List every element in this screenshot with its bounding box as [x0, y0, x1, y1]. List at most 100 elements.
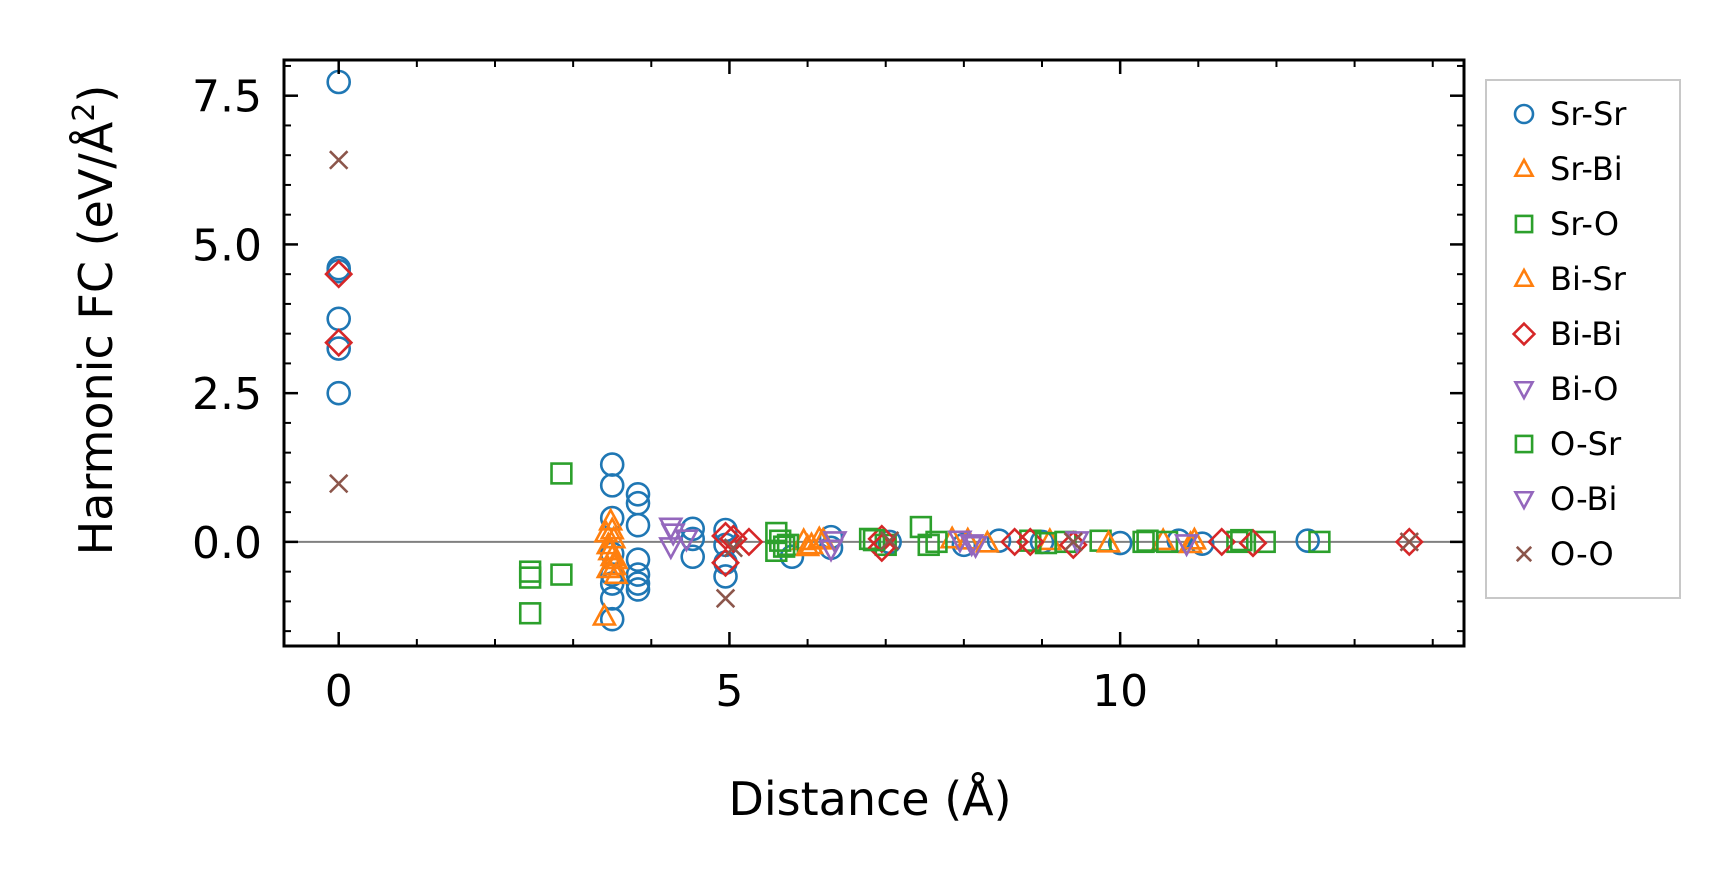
data-point-sr-sr	[326, 306, 352, 332]
data-point-o-o	[1063, 532, 1083, 552]
y-tick-label: 7.5	[192, 72, 262, 123]
data-point-bi-o	[673, 529, 700, 553]
legend-marker-sr-bi	[1513, 157, 1535, 178]
series-bi-bi	[324, 259, 1424, 578]
legend-label-bi-sr: Bi-Sr	[1550, 260, 1627, 298]
data-point-o-o	[715, 588, 736, 609]
data-point-bi-bi	[1394, 527, 1424, 557]
legend-marker-o-o	[1515, 545, 1533, 563]
data-point-sr-o	[1253, 530, 1276, 554]
x-axis-label: Distance (Å)	[728, 772, 1011, 826]
data-point-sr-o	[925, 530, 948, 554]
legend-marker-bi-bi	[1511, 321, 1537, 347]
data-point-sr-sr	[1107, 530, 1133, 556]
data-point-sr-sr	[625, 562, 651, 587]
x-tick-label: 0	[325, 666, 353, 717]
data-point-sr-bi	[591, 602, 618, 626]
data-point-bi-bi	[867, 524, 897, 554]
data-point-sr-sr	[713, 564, 738, 589]
data-point-sr-o	[518, 602, 542, 625]
legend-label-o-bi: O-Bi	[1550, 480, 1617, 518]
series-sr-bi	[591, 507, 1204, 626]
data-point-o-o	[328, 150, 349, 170]
data-point-sr-o	[550, 462, 573, 485]
data-point-sr-o	[769, 529, 792, 552]
data-point-sr-sr	[599, 473, 625, 498]
data-point-bi-bi	[324, 328, 354, 358]
data-point-sr-sr	[326, 380, 352, 406]
data-point-sr-o	[550, 563, 573, 586]
data-point-bi-o	[959, 534, 985, 558]
data-point-o-sr	[1136, 529, 1159, 552]
y-axis-label-close: )	[69, 85, 123, 103]
y-tick-label: 5.0	[192, 220, 262, 271]
legend-label-sr-bi: Sr-Bi	[1550, 150, 1623, 188]
legend-label-sr-sr: Sr-Sr	[1550, 95, 1627, 133]
data-point-sr-sr	[625, 577, 651, 602]
data-point-sr-o	[1226, 530, 1249, 554]
x-tick-label: 10	[1092, 666, 1148, 717]
legend: Sr-Sr Sr-Bi Sr-O Bi-Sr Bi-Bi Bi-O O-Sr O-Bi O-O	[1485, 79, 1681, 599]
data-point-o-sr	[772, 535, 796, 558]
data-point-sr-sr	[326, 69, 352, 95]
data-point-bi-sr	[794, 532, 821, 557]
data-point-o-o	[328, 473, 349, 494]
data-point-o-bi	[1173, 534, 1200, 558]
data-point-bi-bi	[1238, 528, 1268, 558]
data-point-sr-o	[1308, 530, 1331, 554]
y-axis-label-superscript: 2	[67, 103, 102, 122]
data-point-bi-bi	[867, 533, 897, 563]
legend-marker-sr-o	[1514, 214, 1534, 234]
data-point-sr-sr	[625, 547, 651, 573]
data-point-sr-sr	[625, 481, 651, 507]
legend-marker-sr-sr	[1513, 103, 1535, 125]
data-point-bi-bi	[734, 527, 764, 557]
legend-label-o-o: O-O	[1550, 535, 1614, 573]
data-point-sr-sr	[625, 512, 651, 538]
data-point-sr-bi	[974, 529, 1000, 553]
legend-marker-o-sr	[1514, 434, 1534, 454]
data-point-bi-sr	[599, 516, 625, 540]
data-point-o-sr	[1034, 531, 1058, 555]
y-tick-label: 2.5	[192, 369, 262, 420]
data-point-sr-o	[765, 521, 788, 545]
data-point-o-o	[1399, 532, 1420, 552]
legend-label-sr-o: Sr-O	[1550, 205, 1619, 243]
legend-label-o-sr: O-Sr	[1550, 425, 1622, 463]
legend-marker-bi-sr	[1513, 267, 1535, 288]
data-point-bi-sr	[806, 525, 832, 549]
series-o-sr	[772, 528, 1253, 558]
legend-marker-o-bi	[1513, 490, 1535, 511]
data-point-bi-sr	[1095, 529, 1122, 553]
data-point-o-sr	[917, 533, 940, 557]
data-point-o-bi	[962, 535, 989, 560]
data-point-o-bi	[822, 531, 848, 555]
data-point-bi-sr	[601, 551, 628, 576]
data-point-sr-sr	[680, 544, 706, 570]
data-point-sr-o	[518, 566, 542, 589]
axes: 0 5 10 0.0 2.5 5.0 7.5	[192, 58, 1466, 717]
data-point-bi-sr	[1181, 526, 1208, 550]
series-o-o	[328, 150, 1420, 609]
data-point-bi-bi	[711, 548, 741, 578]
x-tick-label: 5	[715, 666, 743, 717]
legend-label-bi-o: Bi-O	[1550, 370, 1618, 408]
data-point-sr-sr	[599, 452, 625, 477]
data-point-sr-o	[909, 515, 933, 539]
data-point-sr-bi	[598, 507, 624, 531]
data-point-o-bi	[660, 523, 686, 547]
data-point-o-sr	[862, 528, 886, 552]
plot-area	[284, 69, 1464, 632]
data-point-bi-bi	[324, 259, 354, 289]
data-point-sr-sr	[599, 606, 625, 632]
legend-label-bi-bi: Bi-Bi	[1550, 315, 1622, 353]
data-point-o-sr	[1230, 528, 1253, 552]
data-point-bi-sr	[597, 537, 623, 561]
data-point-sr-o	[776, 533, 800, 557]
legend-marker-bi-o	[1513, 380, 1535, 401]
data-point-sr-sr	[1295, 528, 1321, 553]
y-tick-label: 0.0	[192, 518, 262, 569]
data-point-sr-bi	[1177, 529, 1204, 554]
data-point-o-o	[723, 538, 744, 558]
